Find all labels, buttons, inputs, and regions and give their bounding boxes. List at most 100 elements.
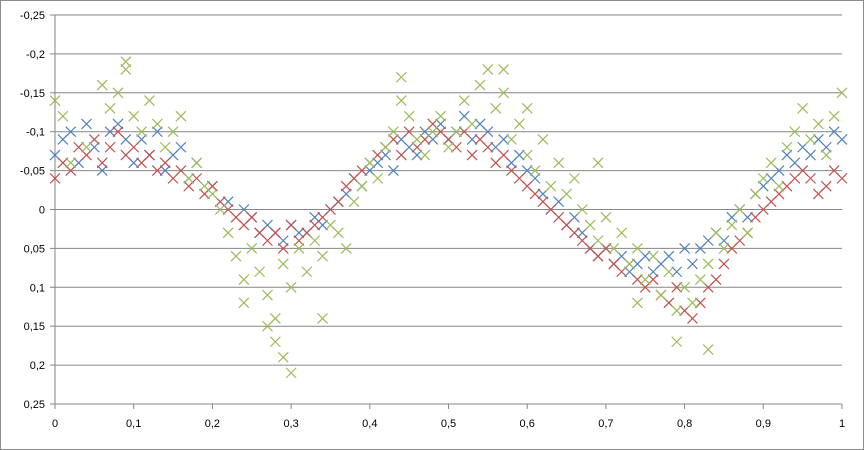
x-tick-label: 0,2 [205, 418, 220, 430]
data-point [65, 157, 77, 169]
y-tick-label: -0,2 [26, 49, 45, 61]
data-point [757, 172, 769, 184]
data-point [671, 266, 683, 278]
data-point [592, 157, 604, 169]
data-point [277, 351, 289, 363]
y-tick-label: -0,15 [20, 88, 45, 100]
data-point [718, 258, 730, 270]
data-point [537, 134, 549, 145]
data-point [191, 157, 203, 169]
data-point [553, 157, 565, 169]
data-point [136, 126, 147, 138]
data-point [285, 219, 297, 231]
data-point [561, 188, 572, 200]
data-point [647, 250, 659, 262]
data-point [65, 126, 77, 138]
data-point [175, 110, 187, 122]
data-point [120, 64, 132, 75]
data-point [81, 141, 92, 153]
data-point [96, 157, 108, 169]
data-point [490, 102, 502, 114]
x-tick-labels: 0 0,1 0,2 0,3 0,4 0,5 0,6 0,7 0,8 0,9 1 [52, 418, 845, 430]
data-point [65, 165, 77, 177]
data-point [836, 134, 848, 145]
data-point [568, 172, 580, 184]
data-point [450, 126, 462, 138]
data-point [694, 274, 706, 285]
x-tick-label: 0,7 [598, 418, 613, 430]
plot-area [49, 56, 848, 379]
data-point [81, 118, 92, 130]
data-point [49, 95, 61, 107]
data-point [159, 141, 171, 153]
data-point [317, 219, 329, 231]
data-point [269, 227, 281, 239]
data-point [687, 297, 698, 309]
x-tick-label: 1 [839, 418, 845, 430]
data-point [49, 172, 61, 184]
data-point [246, 211, 258, 223]
data-point [332, 227, 344, 239]
data-point [797, 102, 809, 114]
data-point [773, 180, 785, 192]
y-tick-label: -0,05 [20, 166, 45, 178]
data-point [387, 165, 399, 177]
data-point [702, 258, 714, 270]
data-point [616, 227, 628, 239]
data-point [81, 149, 92, 161]
data-point [694, 297, 706, 309]
data-point [380, 149, 391, 161]
data-point [395, 95, 407, 107]
x-tick-label: 0,8 [677, 418, 692, 430]
data-point [639, 274, 651, 285]
data-point [144, 149, 155, 161]
x-tick-label: 0,3 [283, 418, 298, 430]
data-point [128, 110, 140, 122]
data-point [663, 266, 675, 278]
data-point [521, 149, 533, 161]
data-point [159, 157, 171, 169]
data-point [317, 250, 329, 262]
axes [50, 14, 843, 409]
data-point [269, 336, 281, 348]
data-point [206, 180, 218, 192]
data-point [262, 320, 273, 332]
x-tick-label: 0,4 [362, 418, 377, 430]
data-point [498, 149, 510, 161]
data-point [380, 141, 391, 153]
data-point [710, 227, 722, 239]
data-point [750, 188, 761, 200]
data-point [655, 289, 667, 301]
data-point [498, 87, 510, 99]
data-point [57, 110, 69, 122]
data-point [624, 258, 635, 270]
data-point [521, 102, 533, 114]
data-point [600, 211, 612, 223]
data-point [529, 165, 541, 177]
y-tick-labels: -0,25 -0,2 -0,15 -0,1 -0,05 0 0,05 0,1 0,15 0,2 0,… [20, 10, 45, 411]
data-point [726, 219, 738, 231]
data-point [411, 149, 423, 161]
data-point [112, 126, 124, 138]
data-point [254, 266, 266, 278]
data-point [742, 227, 753, 239]
y-tick-label: 0 [39, 205, 45, 217]
data-point [789, 126, 801, 138]
data-point [277, 258, 289, 270]
data-point [718, 242, 730, 254]
data-point [332, 196, 344, 208]
data-point [812, 118, 824, 130]
data-point [482, 64, 494, 75]
data-point [592, 235, 604, 247]
data-point [112, 118, 124, 130]
x-tick-label: 0,5 [441, 418, 456, 430]
data-point [513, 149, 525, 161]
data-point [348, 196, 360, 208]
data-point [387, 126, 399, 138]
data-point [151, 126, 163, 138]
data-point [356, 180, 368, 192]
data-point [120, 56, 132, 68]
data-point [458, 95, 470, 107]
data-point [309, 235, 321, 247]
data-point [435, 110, 447, 122]
